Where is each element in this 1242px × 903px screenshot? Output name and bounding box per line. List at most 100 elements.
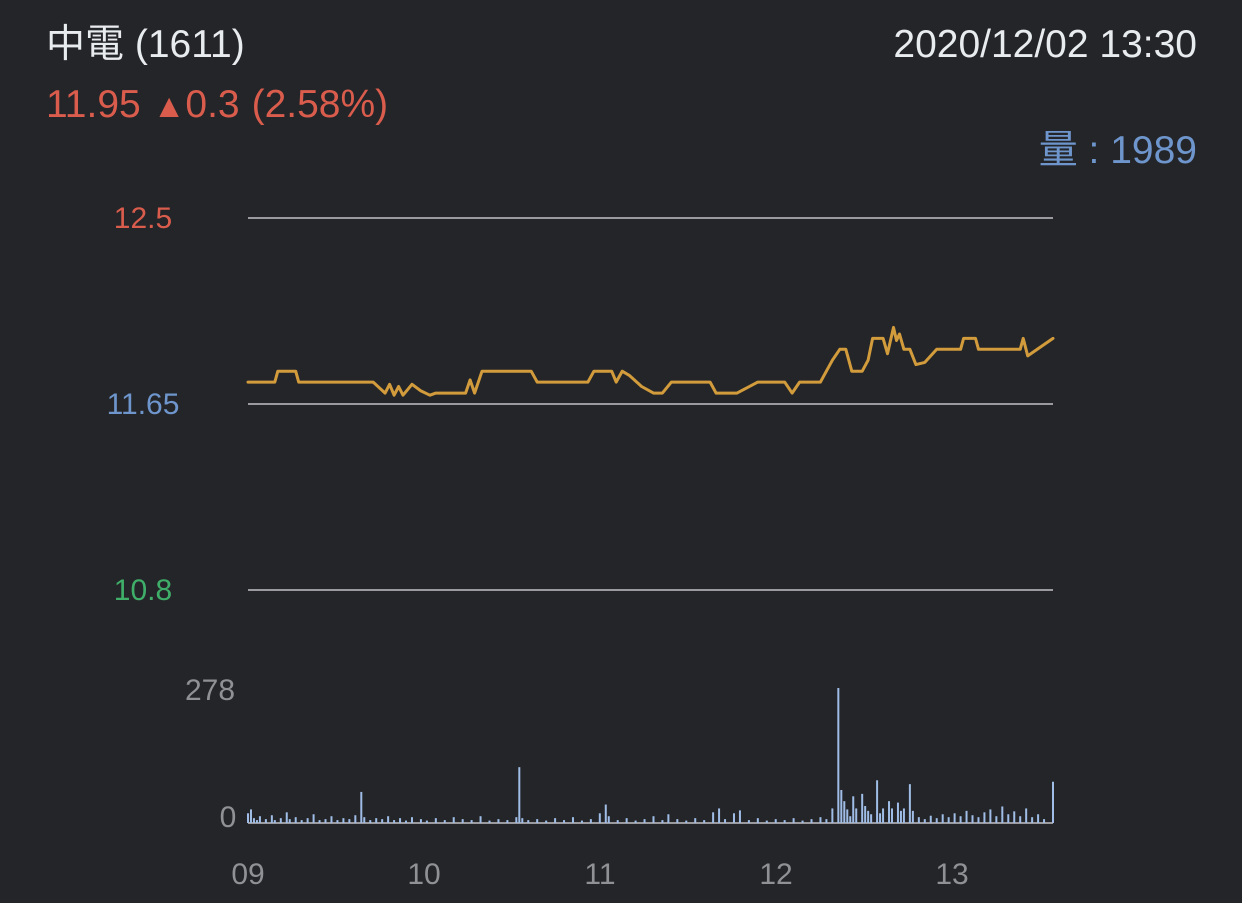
volume-bar [792, 818, 795, 823]
volume-bar [908, 784, 911, 823]
stock-title: 中電 (1611) [46, 23, 245, 66]
volume-bar [661, 820, 664, 823]
volume-bar [732, 813, 735, 823]
volume-bar [685, 820, 688, 823]
volume-bar [285, 812, 288, 823]
x-tick-label-10: 10 [407, 858, 440, 891]
total-volume-row: 量 : 1989 [995, 82, 1197, 220]
volume-bar [971, 815, 974, 823]
x-tick-label-13: 13 [935, 858, 968, 891]
volume-bar [270, 815, 273, 823]
volume-bar [375, 818, 378, 823]
volume-bar [580, 820, 583, 823]
volume-bar [571, 817, 574, 823]
volume-bar [598, 813, 601, 823]
volume-bar [867, 810, 870, 823]
volume-bar [616, 820, 619, 823]
volume-bar [410, 817, 413, 823]
volume-bar [497, 819, 500, 823]
volume-bar [756, 818, 759, 823]
volume-bar [294, 817, 297, 823]
volume-bar [855, 808, 858, 823]
volume-bar [837, 688, 840, 823]
volume-bar [279, 818, 282, 823]
volume-bar [634, 820, 637, 823]
volume-bar [255, 820, 258, 823]
volume-bar [896, 802, 899, 823]
volume-bar [545, 820, 548, 823]
volume-bar [864, 806, 867, 823]
volume-bar [953, 813, 956, 823]
volume-bar [1001, 806, 1004, 823]
volume-bar [1031, 817, 1034, 823]
volume-bar [840, 789, 843, 823]
volume-bar [911, 810, 914, 823]
volume-bar [959, 816, 962, 823]
price-tick-label-12.5: 12.5 [114, 202, 172, 235]
volume-bar [452, 817, 455, 823]
volume-bar [1037, 814, 1040, 823]
volume-bar [718, 808, 721, 823]
volume-bar [405, 820, 408, 823]
volume-bar [607, 816, 610, 823]
volume-bar [783, 820, 786, 823]
volume-bar [810, 819, 813, 823]
volume-max-label: 278 [185, 674, 235, 707]
up-triangle-icon: ▲ [152, 87, 186, 124]
volume-bar [1025, 808, 1028, 823]
volume-bar [652, 816, 655, 823]
volume-bar [381, 819, 384, 823]
volume-bar [258, 816, 261, 823]
volume-bar [554, 818, 557, 823]
volume-bar [369, 820, 372, 823]
volume-bar [336, 820, 339, 823]
volume-bar [831, 808, 834, 823]
volume-bar [273, 820, 276, 823]
price-change-pct: (2.58%) [251, 83, 389, 126]
volume-value: 1989 [1110, 129, 1197, 172]
volume-bar [989, 809, 992, 823]
volume-bar [870, 814, 873, 823]
volume-bar [965, 810, 968, 823]
price-tick-label-10.8: 10.8 [114, 574, 172, 607]
volume-bar [902, 808, 905, 823]
volume-bar [1052, 781, 1054, 823]
volume-bar [738, 810, 741, 823]
volume-bar [399, 818, 402, 823]
volume-bar [765, 820, 768, 823]
last-price: 11.95 [46, 83, 141, 126]
volume-bar [470, 820, 473, 823]
price-tick-label-11.65: 11.65 [107, 388, 180, 421]
volume-bar [712, 812, 715, 823]
volume-bar [312, 814, 315, 823]
volume-bar [300, 820, 303, 823]
volume-bar [360, 791, 363, 823]
volume-bar [425, 820, 428, 823]
volume-bar [852, 796, 855, 823]
volume-label: 量 [1038, 129, 1078, 172]
volume-bar [625, 818, 628, 823]
volume-bar [342, 818, 345, 823]
volume-bar [479, 816, 482, 823]
volume-bar [929, 815, 932, 823]
volume-bar [288, 819, 291, 823]
volume-bar [849, 816, 852, 823]
x-tick-label-09: 09 [231, 858, 264, 891]
volume-bar [536, 819, 539, 823]
volume-bar [947, 817, 950, 823]
volume-separator: : [1077, 129, 1111, 172]
volume-bar [825, 819, 828, 823]
volume-bar [888, 801, 891, 823]
volume-bar [676, 819, 679, 823]
price-change: 0.3 [185, 83, 240, 126]
volume-bar [604, 804, 607, 823]
volume-bar [917, 817, 920, 823]
volume-bar [703, 820, 706, 823]
volume-bar [506, 820, 509, 823]
volume-bar [643, 819, 646, 823]
volume-bar [434, 818, 437, 823]
volume-bar [861, 793, 864, 823]
volume-zero-label: 0 [220, 801, 237, 834]
